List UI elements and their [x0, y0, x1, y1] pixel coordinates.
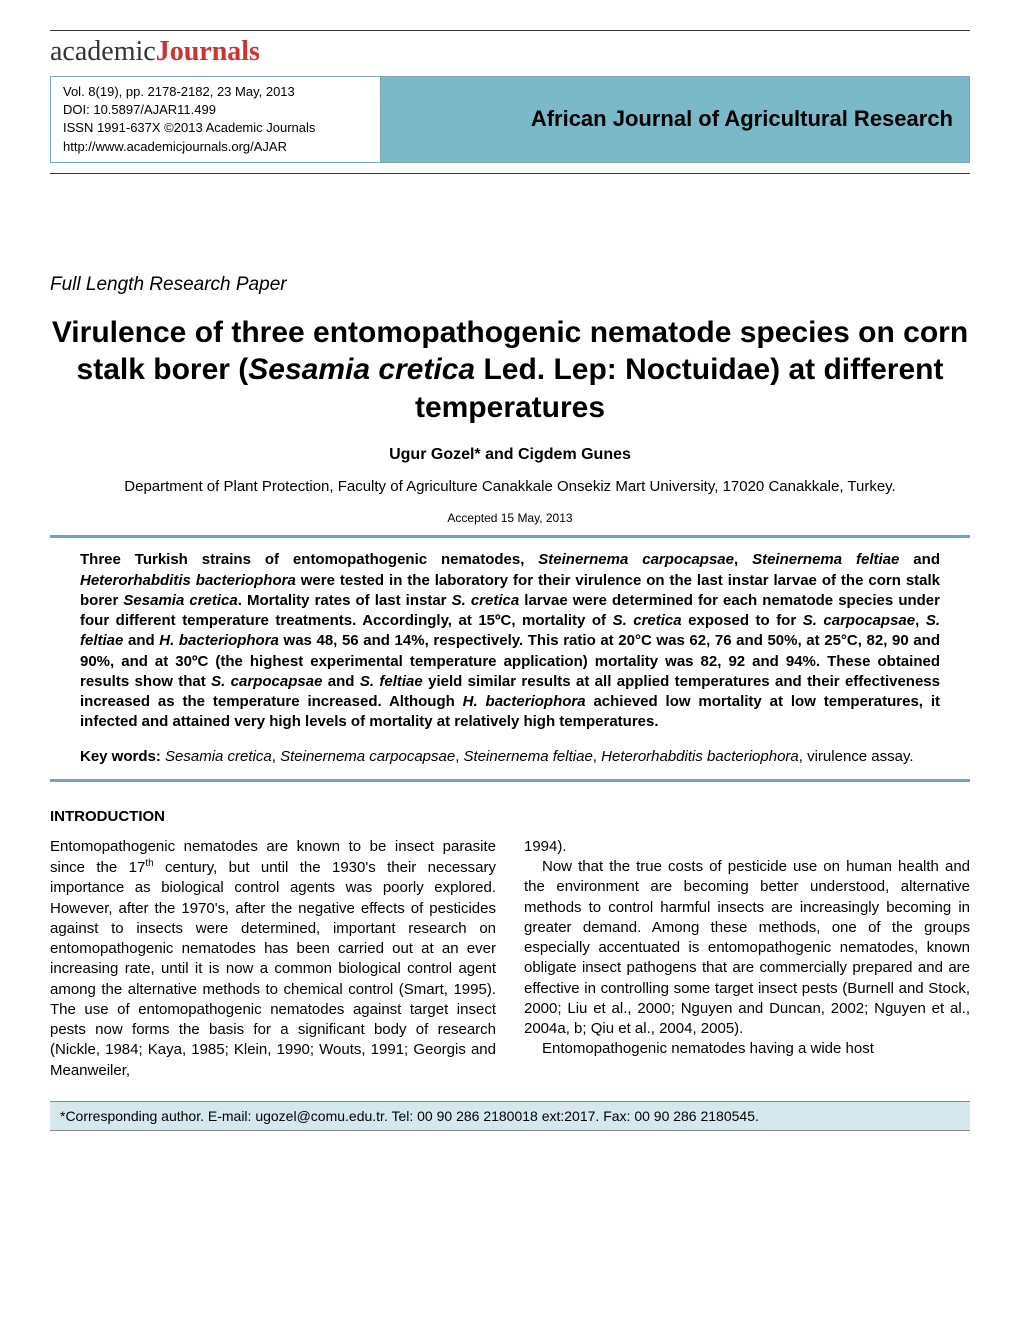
keywords-label: Key words: [80, 748, 165, 765]
issn-line: ISSN 1991-637X ©2013 Academic Journals [63, 119, 368, 137]
paper-type: Full Length Research Paper [50, 274, 970, 296]
col2-p2: Now that the true costs of pesticide use… [524, 857, 970, 1039]
authors: Ugur Gozel* and Cigdem Gunes [50, 446, 970, 464]
logo-academic: academic [50, 36, 156, 68]
url-line: http://www.academicjournals.org/AJAR [63, 138, 368, 156]
column-left: Entomopathogenic nematodes are known to … [50, 837, 496, 1081]
body-columns: Entomopathogenic nematodes are known to … [50, 837, 970, 1081]
logo-journals: Journals [156, 36, 260, 68]
affiliation: Department of Plant Protection, Faculty … [50, 478, 970, 495]
vol-line: Vol. 8(19), pp. 2178-2182, 23 May, 2013 [63, 83, 368, 101]
accepted-date: Accepted 15 May, 2013 [50, 511, 970, 525]
header-rule [50, 173, 970, 174]
column-right: 1994). Now that the true costs of pestic… [524, 837, 970, 1081]
journal-name: African Journal of Agricultural Research [381, 77, 969, 162]
col1-p1: Entomopathogenic nematodes are known to … [50, 837, 496, 1081]
paper-title: Virulence of three entomopathogenic nema… [50, 314, 970, 427]
logo: academicJournals [50, 36, 970, 68]
header-box: Vol. 8(19), pp. 2178-2182, 23 May, 2013 … [50, 76, 970, 163]
keywords: Key words: Sesamia cretica, Steinernema … [80, 747, 940, 767]
title-post: Led. Lep: Noctuidae) at different temper… [415, 353, 944, 424]
header-meta: Vol. 8(19), pp. 2178-2182, 23 May, 2013 … [51, 77, 381, 162]
title-species: Sesamia cretica [248, 353, 475, 386]
col2-p1: 1994). [524, 837, 970, 857]
top-rule [50, 30, 970, 31]
intro-heading: INTRODUCTION [50, 808, 970, 825]
corresponding-author: *Corresponding author. E-mail: ugozel@co… [50, 1101, 970, 1131]
abstract-box: Three Turkish strains of entomopathogeni… [50, 535, 970, 782]
doi-line: DOI: 10.5897/AJAR11.499 [63, 101, 368, 119]
col2-p3: Entomopathogenic nematodes having a wide… [524, 1039, 970, 1059]
abstract-text: Three Turkish strains of entomopathogeni… [80, 550, 940, 732]
